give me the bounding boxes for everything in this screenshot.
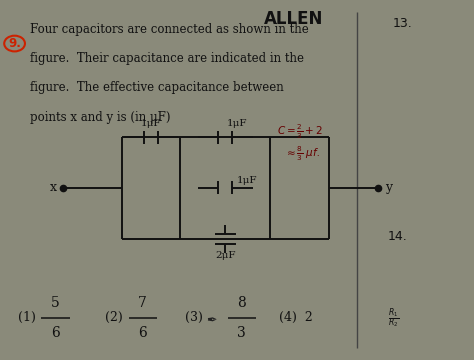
Text: 6: 6: [51, 325, 60, 339]
Text: 8: 8: [237, 296, 246, 310]
Text: 2μF: 2μF: [215, 251, 236, 260]
Text: $\approx\frac{8}{3}$ $\mu$f.: $\approx\frac{8}{3}$ $\mu$f.: [284, 144, 320, 163]
Text: $\frac{R_1}{R_2}$: $\frac{R_1}{R_2}$: [388, 306, 399, 329]
Text: figure.  Their capacitance are indicated in the: figure. Their capacitance are indicated …: [30, 52, 304, 65]
Text: 7: 7: [138, 296, 147, 310]
Text: (1): (1): [18, 311, 36, 324]
Text: (4)  2: (4) 2: [279, 311, 313, 324]
Text: x: x: [50, 181, 57, 194]
Text: 5: 5: [51, 296, 60, 310]
Text: 9.: 9.: [8, 37, 21, 50]
Text: y: y: [385, 181, 392, 194]
Text: 6: 6: [138, 325, 147, 339]
Text: 1μF: 1μF: [227, 119, 247, 128]
Text: $C=\frac{2}{3}+2$: $C=\frac{2}{3}+2$: [277, 123, 323, 141]
Text: (2): (2): [105, 311, 123, 324]
Text: Four capacitors are connected as shown in the: Four capacitors are connected as shown i…: [30, 23, 309, 36]
Text: 3: 3: [237, 325, 246, 339]
Text: 14.: 14.: [388, 230, 408, 243]
Text: ALLEN: ALLEN: [264, 10, 323, 28]
Text: 1μF: 1μF: [141, 119, 162, 128]
Text: 13.: 13.: [392, 18, 412, 31]
Text: points x and y is (in μF): points x and y is (in μF): [30, 111, 170, 124]
Text: ✒: ✒: [206, 315, 216, 328]
Text: (3): (3): [185, 311, 203, 324]
Text: figure.  The effective capacitance between: figure. The effective capacitance betwee…: [30, 81, 283, 94]
Text: 1μF: 1μF: [237, 176, 257, 185]
